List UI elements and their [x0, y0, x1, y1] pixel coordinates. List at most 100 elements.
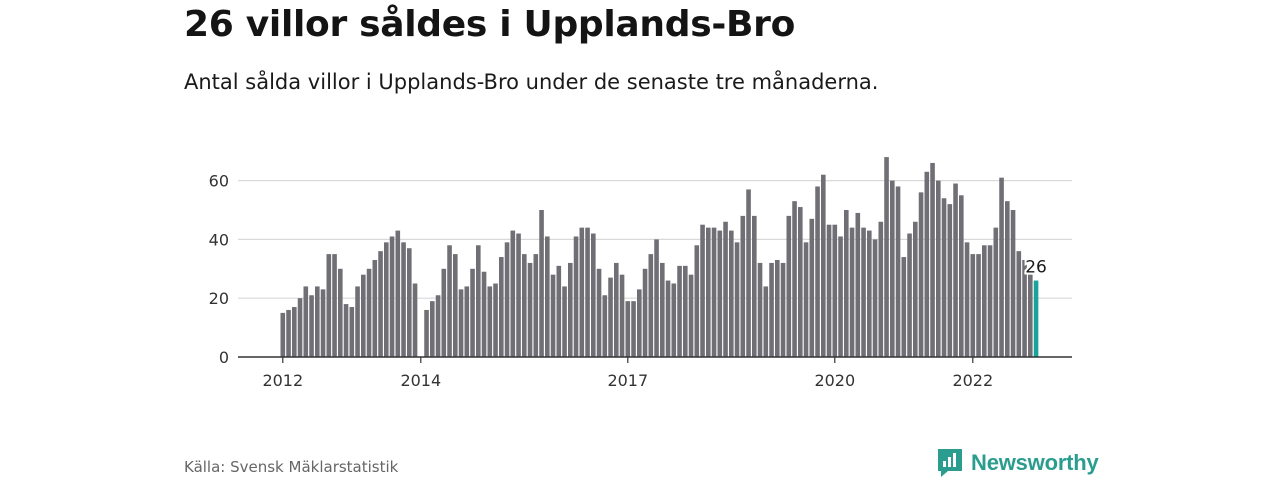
bar — [487, 286, 493, 357]
bar — [585, 227, 590, 357]
bar — [447, 245, 452, 357]
bar — [355, 286, 360, 357]
bar — [1010, 210, 1016, 357]
y-tick-label: 60 — [209, 172, 229, 191]
bar — [815, 186, 820, 357]
bar — [568, 262, 573, 357]
x-tick-label: 2022 — [952, 371, 993, 390]
x-tick-label: 2020 — [814, 371, 855, 390]
bar — [349, 307, 355, 357]
bar — [642, 268, 648, 357]
chart-subtitle: Antal sålda villor i Upplands-Bro under … — [184, 70, 879, 94]
bar — [763, 286, 769, 357]
bar — [516, 233, 521, 357]
bar — [826, 224, 832, 357]
bar — [320, 289, 326, 357]
bar — [573, 236, 579, 357]
bar — [533, 254, 539, 357]
bar — [637, 289, 642, 357]
bar — [539, 210, 544, 357]
bar — [993, 227, 999, 357]
bar — [844, 210, 849, 357]
bar — [510, 230, 516, 357]
x-tick-label: 2012 — [262, 371, 303, 390]
bar — [1005, 201, 1010, 357]
bar — [1022, 259, 1027, 357]
bar — [286, 309, 291, 357]
bar — [631, 301, 636, 357]
bar — [964, 242, 970, 357]
bar — [654, 239, 659, 357]
bar — [671, 283, 677, 357]
bar — [861, 227, 866, 357]
data-label-last: 26 — [1025, 258, 1047, 278]
bar — [579, 227, 585, 357]
bar — [338, 268, 343, 357]
bar — [683, 265, 688, 357]
bar — [941, 198, 947, 357]
bar — [619, 274, 625, 357]
bar-highlight — [1033, 280, 1039, 357]
bar — [924, 171, 930, 357]
bar — [757, 262, 763, 357]
bar — [625, 301, 631, 357]
y-tick-label: 40 — [209, 230, 229, 249]
bar — [412, 283, 418, 357]
bar — [930, 162, 935, 357]
bar — [855, 212, 861, 357]
bar — [729, 230, 734, 357]
bar — [982, 245, 987, 357]
bar — [297, 298, 303, 357]
y-tick-label: 0 — [219, 348, 229, 367]
bar — [401, 242, 406, 357]
bar — [361, 274, 366, 357]
bar — [792, 201, 797, 357]
bar — [780, 262, 786, 357]
bar — [366, 268, 372, 357]
bar — [660, 262, 665, 357]
bar — [901, 257, 907, 357]
bar — [688, 274, 694, 357]
bar — [596, 268, 602, 357]
bar — [453, 254, 458, 357]
bar — [786, 215, 792, 357]
bar — [458, 289, 464, 357]
bar — [384, 242, 389, 357]
y-tick-label: 20 — [209, 289, 229, 308]
bar — [717, 230, 723, 357]
bar — [775, 259, 780, 357]
bar — [424, 309, 429, 357]
bar — [999, 177, 1004, 357]
bar — [987, 245, 993, 357]
brand-logo[interactable]: Newsworthy — [937, 448, 1099, 478]
x-tick-label: 2017 — [607, 371, 648, 390]
bar — [821, 174, 826, 357]
bar — [740, 215, 746, 357]
bar — [493, 283, 498, 357]
bar — [332, 254, 337, 357]
bar — [976, 254, 981, 357]
bar — [665, 280, 671, 357]
bar — [464, 286, 470, 357]
bar — [315, 286, 320, 357]
bar — [959, 195, 964, 357]
bar — [734, 242, 740, 357]
bar — [527, 262, 533, 357]
bar — [481, 271, 487, 357]
bar — [752, 215, 757, 357]
bar — [602, 295, 608, 357]
chart-title: 26 villor såldes i Upplands-Bro — [184, 4, 796, 45]
bar — [970, 254, 976, 357]
source-note: Källa: Svensk Mäklarstatistik — [184, 458, 399, 476]
bar — [1028, 274, 1033, 357]
bar — [803, 242, 809, 357]
bar — [769, 262, 774, 357]
bar — [556, 265, 562, 357]
bar — [918, 192, 924, 357]
bar — [677, 265, 682, 357]
bar — [867, 230, 872, 357]
bar — [614, 262, 619, 357]
bar — [832, 224, 838, 357]
bar — [648, 254, 654, 357]
bar — [430, 301, 435, 357]
